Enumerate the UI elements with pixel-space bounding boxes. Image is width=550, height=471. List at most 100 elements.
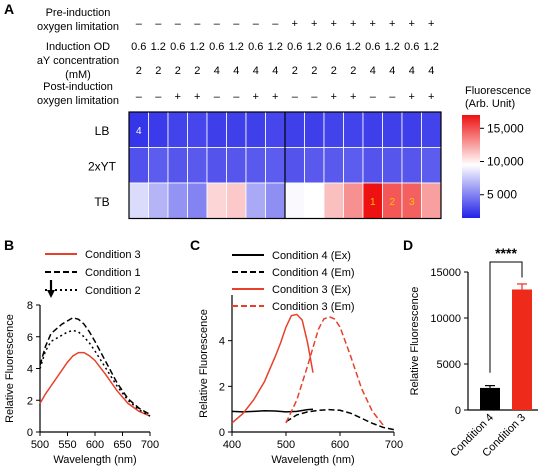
ay-concentration-header-line-1: aY concentration [37,55,119,67]
heatmap-cell [226,182,247,219]
heatmap-cell [206,111,227,148]
series-line-condition-3-em [285,315,384,426]
induction-od-value: 1.2 [151,41,166,53]
induction-od-value: 1.2 [424,41,439,53]
post-induction-header-line-1: Post-induction [43,81,113,93]
legend-label: Condition 3 [85,249,141,261]
heatmap-cell [382,147,403,184]
heatmap-cell [304,111,325,148]
heatmap-cell [304,147,325,184]
ay-concentration-value: 2 [350,65,356,77]
legend-label: Condition 3 (Em) [272,301,355,313]
colorbar-tick-label: 10,000 [487,155,524,169]
heatmap-cell [362,111,383,148]
induction-od-value: 1.2 [346,41,361,53]
heatmap-cell [304,182,325,219]
media-label: TB [94,195,109,209]
heatmap-cell [128,147,149,184]
ay-concentration-header-line-2: (mM) [65,69,91,81]
significance-bracket [489,261,523,373]
x-tick-label: 550 [58,439,76,451]
pre-induction-value: + [409,18,415,30]
y-tick-label: 10000 [430,313,461,325]
induction-od-value: 0.6 [131,41,146,53]
ay-concentration-value: 4 [409,65,415,77]
series-line-condition-3 [39,351,151,417]
induction-od-value: 0.6 [170,41,185,53]
induction-od-value: 1.2 [268,41,283,53]
heatmap-cell [245,182,266,219]
x-tick-label: 600 [86,439,104,451]
pre-induction-value: + [292,18,298,30]
x-tick-label: 500 [31,439,49,451]
bar [512,289,532,410]
x-tick-label: 700 [385,439,403,451]
y-tick-label: 6 [27,332,33,344]
heatmap-cell [148,147,169,184]
pre-induction-value: – [194,18,201,30]
y-tick-label: 0 [27,427,33,439]
ay-concentration-value: 2 [136,65,142,77]
y-axis-label: Relative Fluorescence [409,287,421,396]
induction-od-value: 0.6 [404,41,419,53]
post-induction-value: – [389,91,396,103]
post-induction-value: + [350,91,356,103]
heatmap-cell [167,147,188,184]
x-tick-label: 500 [277,439,295,451]
heatmap-cell [343,111,364,148]
induction-od-value: 1.2 [385,41,400,53]
pre-induction-value: – [155,18,162,30]
condition-value-grid: – – – – – – – – + + + + + + + +0.6 1.2 0.6 1.2 0.6 1.2 0.6 1.2… [131,18,439,103]
colorbar-gradient [462,115,480,218]
heatmap-cell [343,147,364,184]
heatmap-cell [362,147,383,184]
heatmap-cell [167,111,188,148]
heatmap-cell [323,182,344,219]
heatmap-cell [187,111,208,148]
induction-od-value: 1.2 [307,41,322,53]
pre-induction-value: – [253,18,260,30]
pre-induction-value: – [272,18,279,30]
heatmap-cell [284,111,305,148]
spectrum-chart-c: 400 500 600 700 0 2 4 Wavelength (nm) Relative F… [198,250,403,466]
y-tick-label: 4 [27,364,33,376]
heatmap-cell [148,182,169,219]
y-tick-label: 4 [219,336,225,348]
pre-induction-value: – [136,18,143,30]
heatmap-cell [401,147,422,184]
pre-induction-value: + [331,18,337,30]
heatmap-cell-annotation: 2 [389,197,395,208]
pre-induction-value: – [214,18,221,30]
legend-label: Condition 2 [85,285,141,297]
significance-stars: **** [495,245,517,261]
induction-od-value: 0.6 [326,41,341,53]
series-line-condition-4-ex [231,408,314,413]
ay-concentration-value: 4 [272,65,278,77]
panel-d-letter: D [403,237,413,253]
post-induction-value: – [311,91,318,103]
post-induction-value: + [272,91,278,103]
heatmap-cell [128,182,149,219]
pre-induction-header-line-1: Pre-induction [46,7,111,19]
heatmap-cell [206,182,227,219]
ay-concentration-value: 4 [370,65,376,77]
heatmap-cell [265,147,286,184]
heatmap-cell [421,147,442,184]
pre-induction-header-line-2: oxygen limitation [37,21,119,33]
post-induction-value: + [175,91,181,103]
ay-concentration-value: 4 [233,65,239,77]
series-line-condition-1 [39,316,151,416]
ay-concentration-value: 4 [253,65,259,77]
y-axis-label: Relative Fluorescence [198,309,210,418]
pre-induction-value: + [311,18,317,30]
y-tick-label: 5000 [437,359,461,371]
ay-concentration-value: 2 [175,65,181,77]
heatmap-cell [343,182,364,219]
post-induction-value: + [331,91,337,103]
heatmap-cell [206,147,227,184]
induction-od-value: 0.6 [287,41,302,53]
x-tick-label: 400 [223,439,241,451]
ay-concentration-value: 4 [389,65,395,77]
ay-concentration-value: 2 [155,65,161,77]
